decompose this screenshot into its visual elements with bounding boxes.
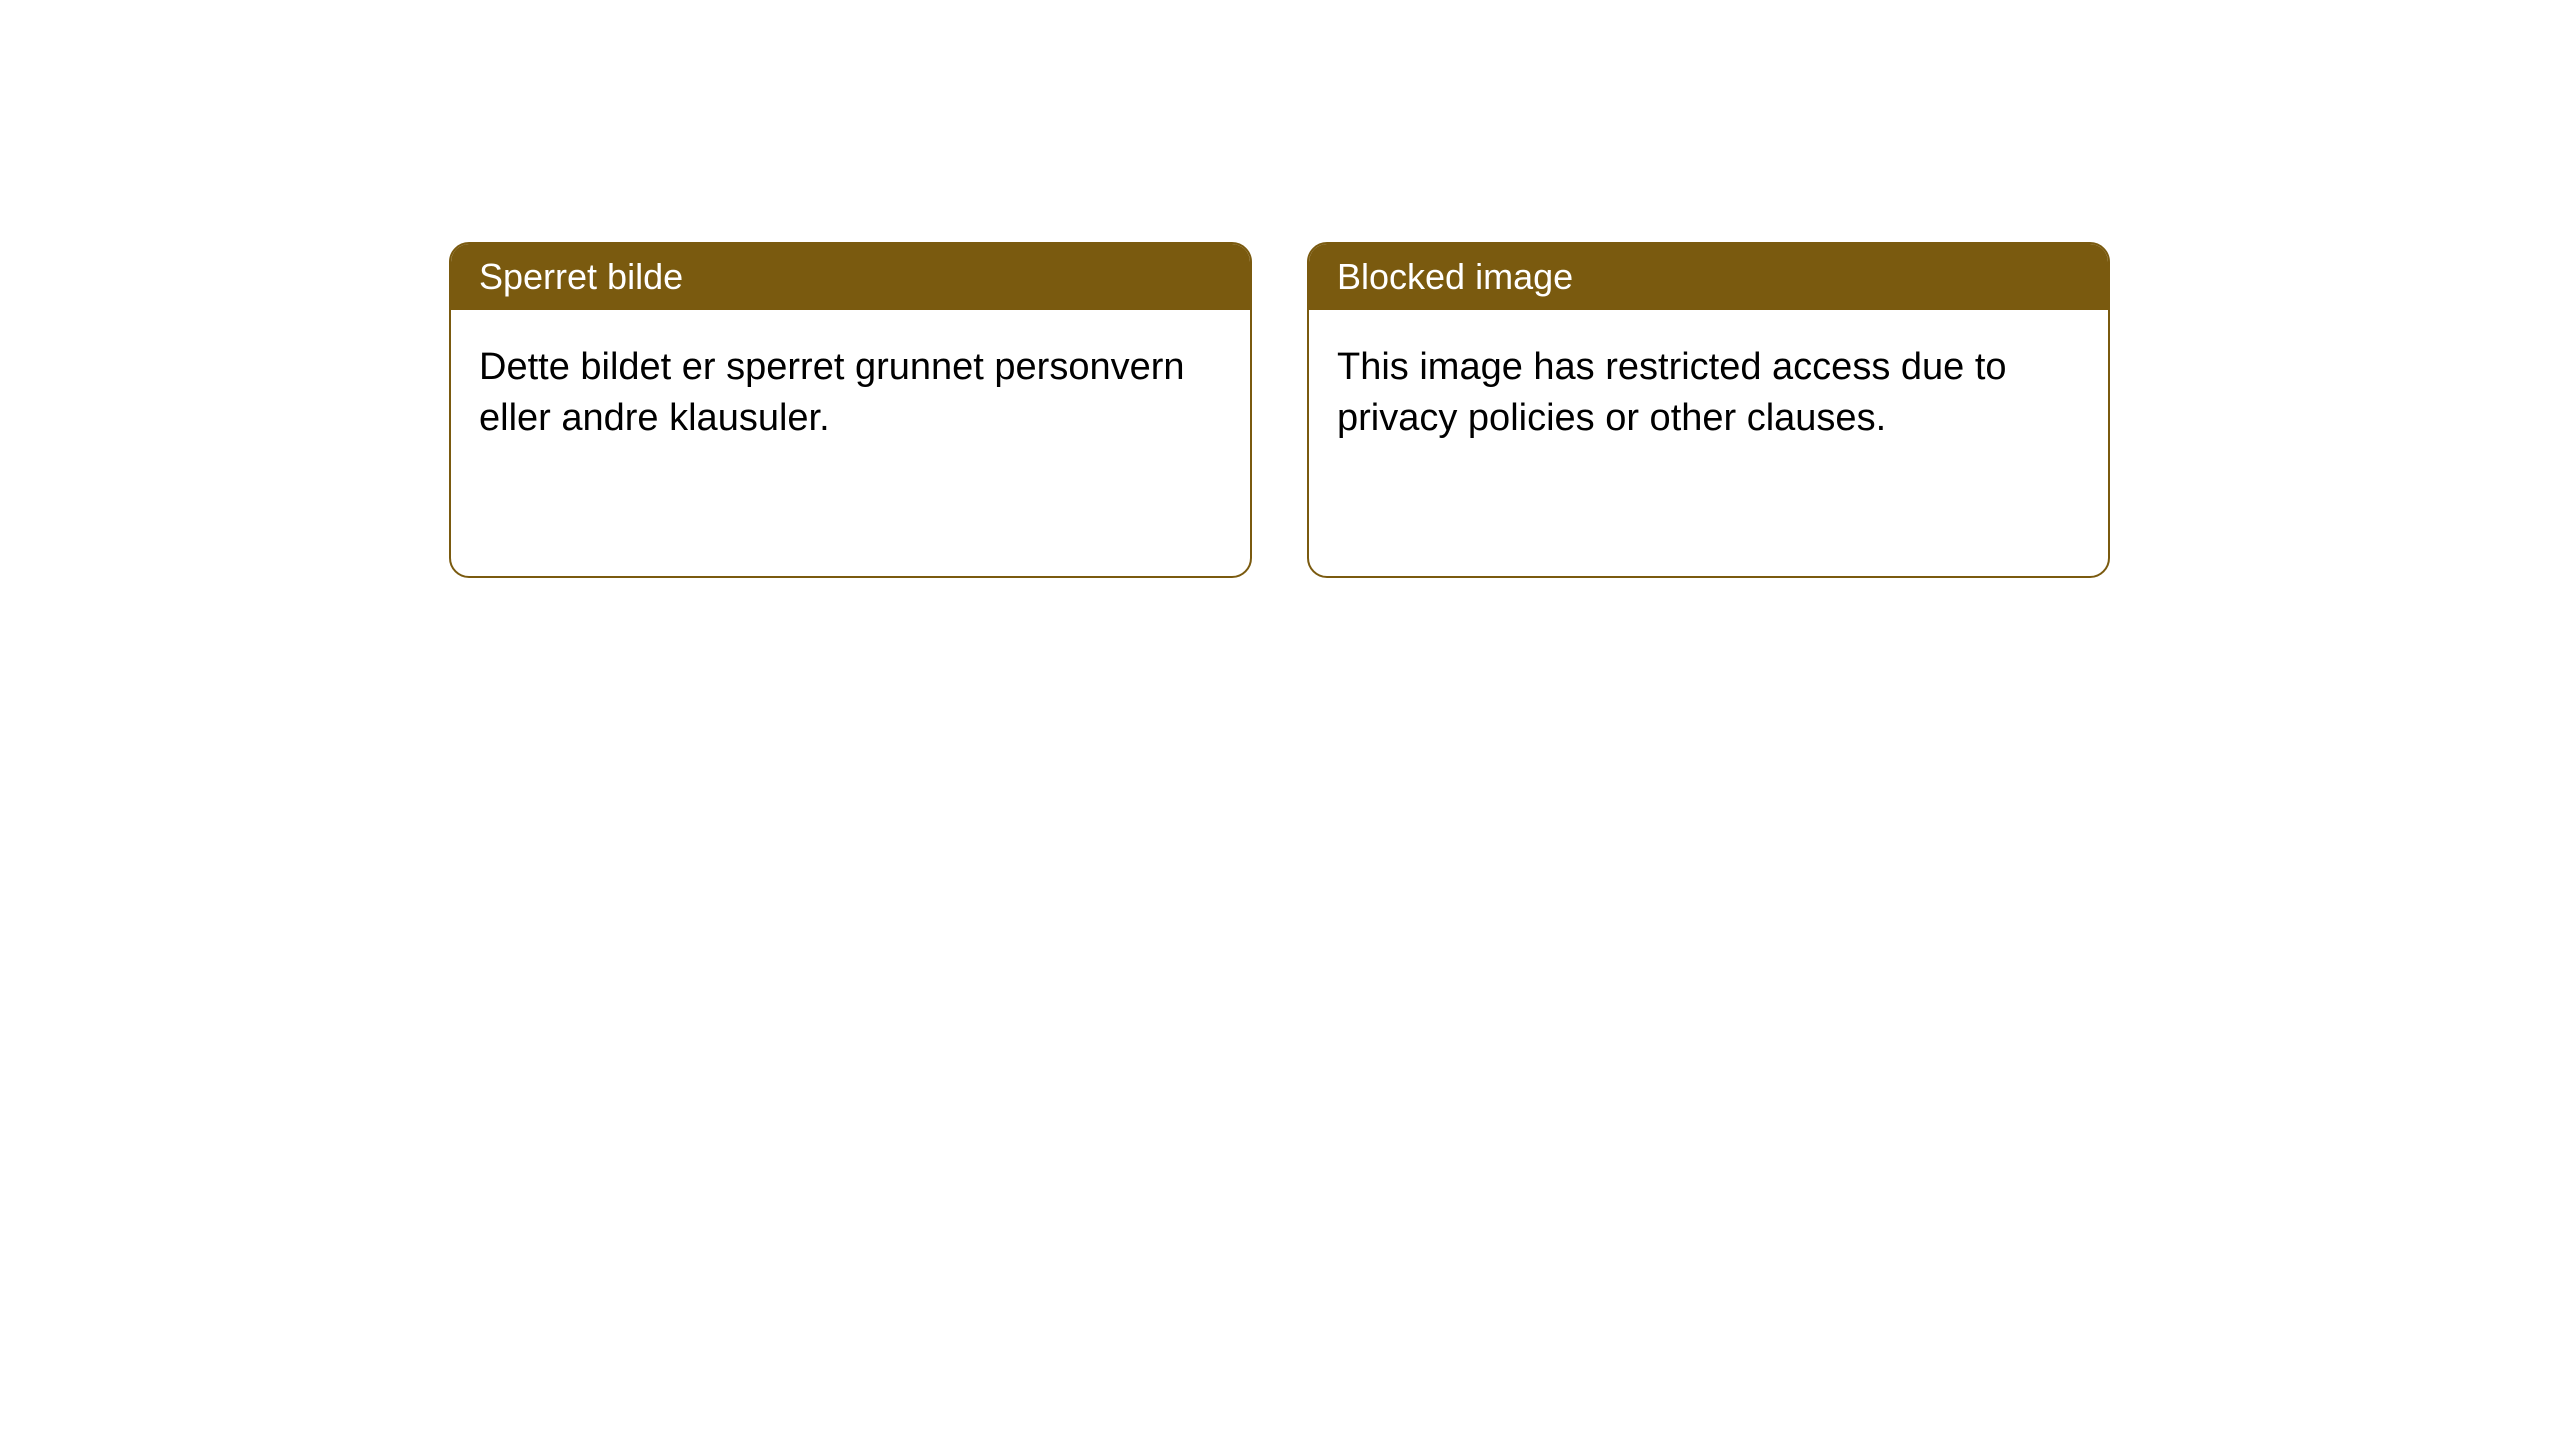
blocked-image-cards: Sperret bilde Dette bildet er sperret gr… <box>449 242 2110 578</box>
card-header: Blocked image <box>1309 244 2108 310</box>
card-body: Dette bildet er sperret grunnet personve… <box>451 310 1250 477</box>
card-title: Sperret bilde <box>479 256 683 297</box>
card-title: Blocked image <box>1337 256 1573 297</box>
card-english: Blocked image This image has restricted … <box>1307 242 2110 578</box>
card-body: This image has restricted access due to … <box>1309 310 2108 477</box>
card-norwegian: Sperret bilde Dette bildet er sperret gr… <box>449 242 1252 578</box>
card-header: Sperret bilde <box>451 244 1250 310</box>
card-body-text: This image has restricted access due to … <box>1337 346 2007 439</box>
card-body-text: Dette bildet er sperret grunnet personve… <box>479 346 1185 439</box>
